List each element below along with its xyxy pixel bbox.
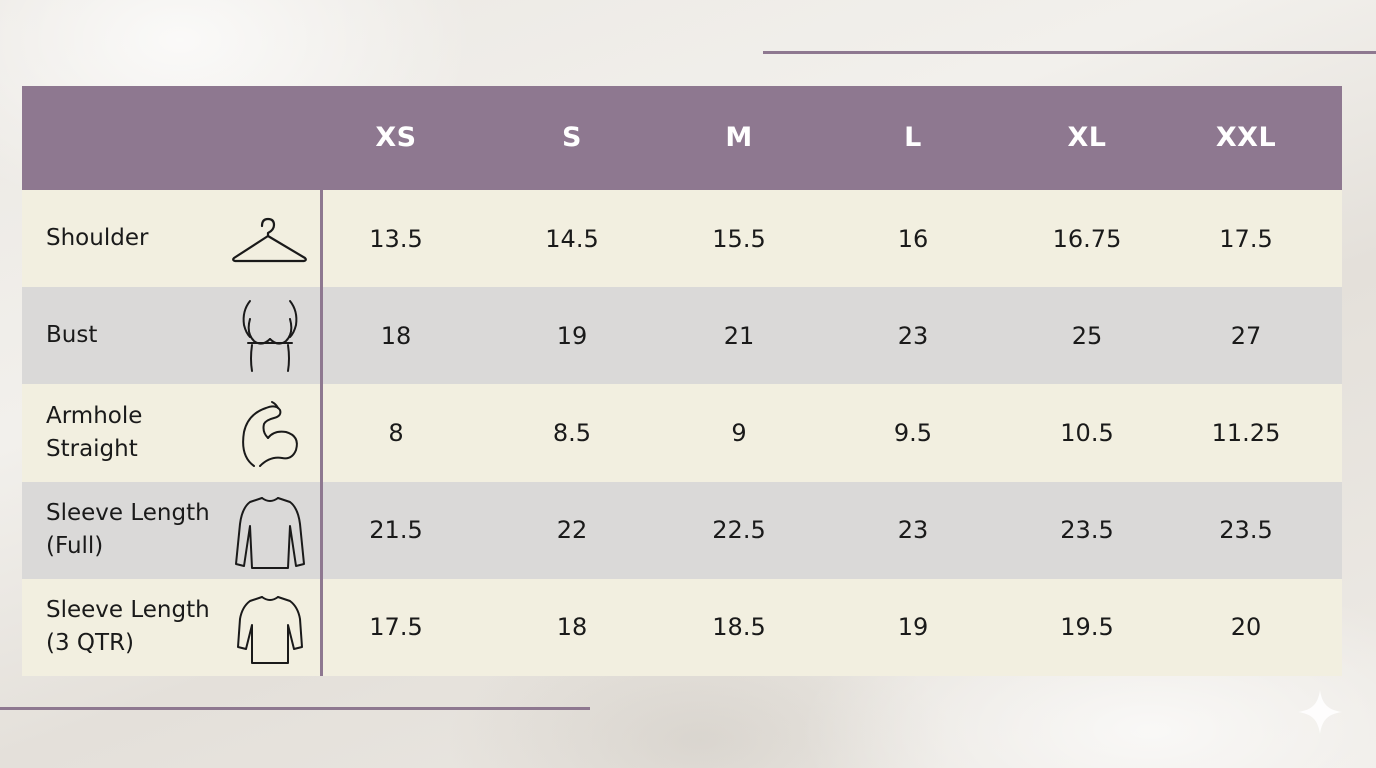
value-shoulder-s: 14.5 <box>545 224 599 253</box>
table-row-shoulder: Shoulder 13.5 14.5 15.5 16 16.75 17.5 <box>22 190 1342 288</box>
value-sleeve-full-l: 23 <box>897 516 929 545</box>
value-sleeve-3qtr-xl: 19.5 <box>1060 613 1114 642</box>
value-bust-m: 21 <box>723 321 755 350</box>
size-header-s: S <box>562 122 582 153</box>
value-bust-l: 23 <box>897 321 929 350</box>
value-shoulder-xs: 13.5 <box>369 224 423 253</box>
size-header-xl: XL <box>1067 122 1107 153</box>
row-label-line-1: Shoulder <box>46 225 149 252</box>
value-bust-xxl: 27 <box>1230 321 1262 350</box>
size-chart-table: XS S M L XL XXL Shoulder 13.5 14.5 15.5 … <box>22 86 1342 676</box>
value-sleeve-3qtr-xs: 17.5 <box>369 613 423 642</box>
row-label-line-1: Sleeve Length <box>46 597 210 624</box>
table-row-sleeve-3qtr: Sleeve Length (3 QTR) 17.5 18 18.5 19 19… <box>22 578 1342 676</box>
value-armhole-m: 9 <box>731 418 747 447</box>
value-bust-xl: 25 <box>1071 321 1103 350</box>
decorative-line-top <box>763 51 1376 54</box>
value-armhole-xxl: 11.25 <box>1211 418 1281 447</box>
value-sleeve-full-xxl: 23.5 <box>1219 516 1273 545</box>
value-sleeve-3qtr-m: 18.5 <box>712 613 766 642</box>
flexed-arm-icon <box>228 392 312 472</box>
value-sleeve-3qtr-s: 18 <box>556 613 588 642</box>
value-armhole-s: 8.5 <box>552 418 592 447</box>
table-row-bust: Bust 18 19 21 23 25 27 <box>22 287 1342 385</box>
value-armhole-xl: 10.5 <box>1060 418 1114 447</box>
value-shoulder-xl: 16.75 <box>1052 224 1122 253</box>
row-label-bust: Bust <box>46 287 236 384</box>
value-armhole-l: 9.5 <box>893 418 933 447</box>
value-sleeve-full-m: 22.5 <box>712 516 766 545</box>
row-label-sleeve-full: Sleeve Length (Full) <box>46 482 236 579</box>
value-sleeve-full-xl: 23.5 <box>1060 516 1114 545</box>
bust-icon <box>228 295 312 375</box>
value-bust-xs: 18 <box>380 321 412 350</box>
row-label-shoulder: Shoulder <box>46 190 236 287</box>
size-header-row: XS S M L XL XXL <box>22 86 1342 190</box>
row-label-armhole: Armhole Straight <box>46 384 236 481</box>
value-shoulder-l: 16 <box>897 224 929 253</box>
value-sleeve-3qtr-xxl: 20 <box>1230 613 1262 642</box>
value-sleeve-3qtr-l: 19 <box>897 613 929 642</box>
table-row-sleeve-full: Sleeve Length (Full) 21.5 22 22.5 23 23.… <box>22 481 1342 579</box>
size-header-xs: XS <box>375 122 417 153</box>
value-shoulder-m: 15.5 <box>712 224 766 253</box>
label-column-divider <box>320 190 323 676</box>
row-label-line-2: (3 QTR) <box>46 630 135 657</box>
value-shoulder-xxl: 17.5 <box>1219 224 1273 253</box>
size-header-l: L <box>904 122 922 153</box>
row-label-line-1: Bust <box>46 322 98 349</box>
value-sleeve-full-s: 22 <box>556 516 588 545</box>
size-header-xxl: XXL <box>1215 122 1277 153</box>
long-sleeve-shirt-icon <box>228 490 312 570</box>
row-label-sleeve-3qtr: Sleeve Length (3 QTR) <box>46 579 236 676</box>
row-label-line-2: Straight <box>46 435 138 462</box>
row-label-line-1: Armhole <box>46 402 143 429</box>
three-quarter-sleeve-shirt-icon <box>228 587 312 667</box>
row-label-line-1: Sleeve Length <box>46 500 210 527</box>
sparkle-icon <box>1296 688 1344 736</box>
table-row-armhole: Armhole Straight 8 8.5 9 9.5 10.5 11.25 <box>22 384 1342 482</box>
value-bust-s: 19 <box>556 321 588 350</box>
value-sleeve-full-xs: 21.5 <box>369 516 423 545</box>
row-label-line-2: (Full) <box>46 533 104 560</box>
decorative-line-bottom <box>0 707 590 710</box>
size-header-m: M <box>725 122 753 153</box>
value-armhole-xs: 8 <box>388 418 404 447</box>
hanger-icon <box>228 198 312 278</box>
